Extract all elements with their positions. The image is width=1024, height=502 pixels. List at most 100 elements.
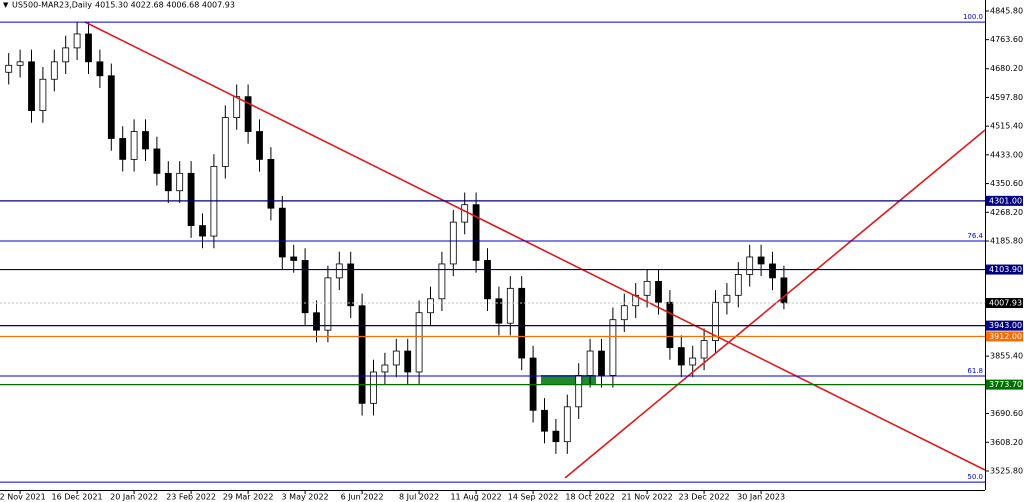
candle-body [301, 260, 309, 314]
candle-body [267, 158, 275, 209]
price-level-box [986, 264, 1023, 275]
candle-body [199, 225, 206, 237]
x-tick-label: 6 Jun 2022 [341, 493, 384, 502]
candle-body [712, 301, 719, 342]
price-level-label: 3943.00 [989, 321, 1022, 330]
candle-body [769, 263, 776, 279]
zone-box [541, 375, 596, 385]
candle-body [256, 131, 263, 160]
x-tick-label: 16 Dec 2021 [52, 493, 103, 502]
candle-body [495, 298, 503, 324]
candle-body [381, 364, 389, 373]
fib-label: 50.0 [967, 473, 983, 481]
ohlc-info: 4015.30 4022.68 4006.68 4007.93 [95, 1, 235, 10]
x-tick-label: 20 Jan 2022 [110, 493, 158, 502]
x-tick-label: 14 Sep 2022 [508, 493, 559, 502]
candle-body [153, 148, 161, 174]
candle-body [575, 375, 583, 408]
candle-body [290, 256, 298, 261]
candle-body [5, 64, 13, 73]
candle-body [107, 75, 115, 139]
candle-body [164, 172, 172, 192]
x-tick-label: 8 Jul 2022 [399, 493, 439, 502]
candle-body [415, 312, 423, 373]
candle-body [449, 221, 457, 265]
candle-body [73, 33, 81, 49]
candle-body [427, 298, 434, 314]
last-price-box [986, 297, 1023, 308]
candle-body [506, 287, 514, 324]
x-tick-label: 11 Aug 2022 [450, 493, 501, 502]
candle-body [28, 61, 35, 112]
price-level-box [986, 195, 1023, 206]
candle-body [586, 350, 594, 376]
price-level-label: 3912.00 [989, 332, 1022, 341]
candle-body [746, 256, 754, 275]
candle-body [620, 305, 628, 321]
y-tick-label: 4185.80 [990, 237, 1023, 246]
price-level-box [986, 379, 1023, 390]
candle-body [404, 350, 412, 373]
candle-body [518, 287, 526, 359]
menu-arrow[interactable]: ▼ [3, 1, 9, 9]
price-level-box [986, 331, 1023, 342]
x-tick-label: 18 Oct 2022 [565, 493, 614, 502]
candle-body [472, 204, 480, 261]
x-tick-label: 23 Dec 2022 [679, 493, 730, 502]
candle-body [541, 409, 548, 432]
candle-body [609, 319, 617, 376]
candle-body [85, 33, 92, 63]
candle-body [176, 172, 184, 192]
candle-body [221, 117, 229, 167]
y-tick-label: 4268.20 [990, 208, 1023, 217]
x-tick-label: 30 Jan 2023 [737, 493, 785, 502]
fib-label: 76.4 [967, 232, 983, 240]
x-tick-label: 3 May 2022 [282, 493, 329, 502]
candle-body [700, 340, 708, 359]
candle-body [666, 301, 674, 348]
candle-body [233, 96, 241, 118]
plot [5, 21, 788, 454]
x-tick-label: 12 Nov 2021 [0, 493, 46, 502]
candle-body [119, 138, 127, 160]
y-tick-label: 4515.40 [990, 122, 1023, 131]
candle-body [438, 263, 446, 300]
candle-body [347, 263, 355, 307]
candle-body [689, 357, 697, 366]
chart-title: US500-MAR23,Daily [12, 1, 92, 10]
candle-body [643, 280, 651, 296]
y-tick-label: 4845.80 [990, 7, 1023, 16]
y-tick-label: 3855.40 [990, 352, 1023, 361]
candle-body [370, 371, 377, 404]
last-price-label: 4007.93 [989, 298, 1022, 307]
price-level-label: 4301.00 [989, 196, 1022, 205]
y-tick-label: 4597.80 [990, 93, 1023, 102]
candle-body [598, 350, 605, 376]
candle-body [392, 350, 400, 366]
y-tick-label: 3608.20 [990, 438, 1023, 447]
x-tick-label: 29 Mar 2022 [223, 493, 274, 502]
y-tick-label: 3690.60 [990, 409, 1023, 418]
candle-body [39, 78, 47, 112]
candle-body [358, 305, 366, 404]
y-tick-label: 4433.00 [990, 150, 1023, 159]
candle-body [244, 96, 252, 132]
y-tick-label: 3525.80 [990, 467, 1023, 476]
candle-body [677, 347, 685, 366]
candle-body [484, 260, 491, 300]
candle-body [62, 47, 70, 63]
y-tick-label: 4763.60 [990, 35, 1023, 44]
candle-body [757, 256, 765, 265]
candle-body [278, 207, 286, 258]
y-tick-label: 4350.60 [990, 179, 1023, 188]
candle-body [130, 131, 138, 160]
x-tick-label: 21 Nov 2022 [621, 493, 672, 502]
x-tick-label: 23 Feb 2022 [166, 493, 216, 502]
price-level-box [986, 320, 1023, 331]
fib-label: 61.8 [967, 367, 983, 375]
candle-body [50, 61, 58, 80]
candle-body [563, 406, 571, 443]
fib-label: 100.0 [963, 13, 983, 21]
